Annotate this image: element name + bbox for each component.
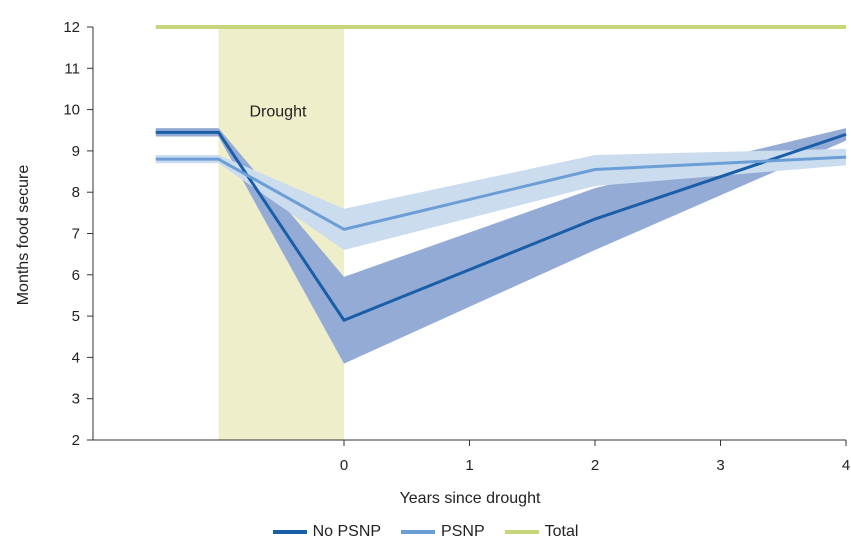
y-tick-label: 5 xyxy=(72,308,80,325)
x-axis-title: Years since drought xyxy=(400,490,541,507)
y-tick-label: 8 xyxy=(72,184,80,201)
y-tick-label: 11 xyxy=(64,60,80,77)
drought-label: Drought xyxy=(250,104,307,121)
y-tick-label: 7 xyxy=(72,226,80,243)
x-tick-label: 1 xyxy=(465,457,473,474)
legend-label-no-psnp: No PSNP xyxy=(312,523,382,540)
x-tick-label: 4 xyxy=(842,457,850,474)
legend-swatch-total xyxy=(504,530,539,534)
line-no-psnp xyxy=(155,130,847,322)
legend-swatch-no-psnp xyxy=(272,530,307,534)
series-lines xyxy=(155,25,847,322)
legend-label-psnp: PSNP xyxy=(441,523,485,540)
y-tick-label: 12 xyxy=(63,19,80,36)
y-tick-label: 4 xyxy=(72,349,80,366)
confidence-bands xyxy=(155,128,846,364)
x-tick-label: 3 xyxy=(716,457,724,474)
y-ticks: 2 3 4 5 6 7 8 9 10 11 12 xyxy=(63,19,93,449)
x-ticks: 0 1 2 3 4 xyxy=(340,440,850,474)
y-tick-label: 2 xyxy=(72,432,80,449)
legend-item-psnp: PSNP xyxy=(401,523,485,541)
legend-item-total: Total xyxy=(504,523,579,541)
legend-swatch-psnp xyxy=(401,530,436,534)
x-tick-label: 2 xyxy=(591,457,599,474)
legend-item-no-psnp: No PSNP xyxy=(272,523,382,541)
band-no-psnp xyxy=(155,128,846,364)
y-axis-title: Months food secure xyxy=(15,165,32,306)
y-tick-label: 9 xyxy=(72,143,80,160)
legend-label-total: Total xyxy=(544,523,579,540)
y-tick-label: 3 xyxy=(72,391,80,408)
y-tick-label: 6 xyxy=(72,267,80,284)
legend: No PSNP PSNP Total xyxy=(0,520,851,544)
y-tick-label: 10 xyxy=(63,102,80,119)
line-psnp xyxy=(155,155,847,231)
x-tick-label: 0 xyxy=(340,457,348,474)
band-psnp xyxy=(155,148,846,251)
